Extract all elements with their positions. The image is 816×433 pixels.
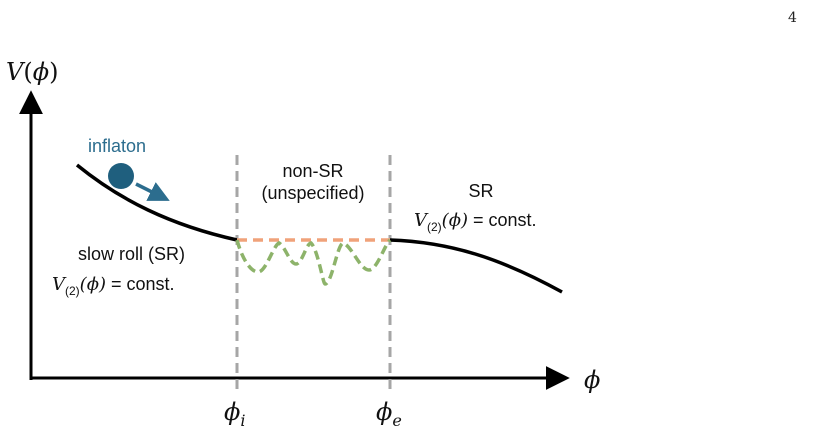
inflaton-ball: [108, 163, 134, 189]
slow-roll-label: slow roll (SR): [78, 244, 185, 264]
phi-i-marker: ϕi: [224, 398, 245, 430]
inflaton-direction-arrow: [135, 182, 170, 201]
potential-curve-right: [389, 238, 563, 294]
potential-curve-left: [75, 163, 238, 242]
inflaton-label: inflaton: [88, 136, 146, 156]
oscillating-dashed-potential: [235, 238, 392, 286]
non-sr-label: non-SR: [282, 161, 343, 181]
sr-right-potential: V(2)(ϕ) = const.: [414, 210, 537, 234]
sr-right-label: SR: [468, 181, 493, 201]
phi-e-marker: ϕe: [376, 398, 402, 430]
page-number: 4: [788, 10, 797, 26]
unspecified-label: (unspecified): [261, 183, 364, 203]
y-axis-label: V(ϕ): [6, 58, 58, 86]
slow-roll-potential: V(2)(ϕ) = const.: [52, 274, 175, 298]
x-axis-label: ϕ: [584, 366, 600, 394]
